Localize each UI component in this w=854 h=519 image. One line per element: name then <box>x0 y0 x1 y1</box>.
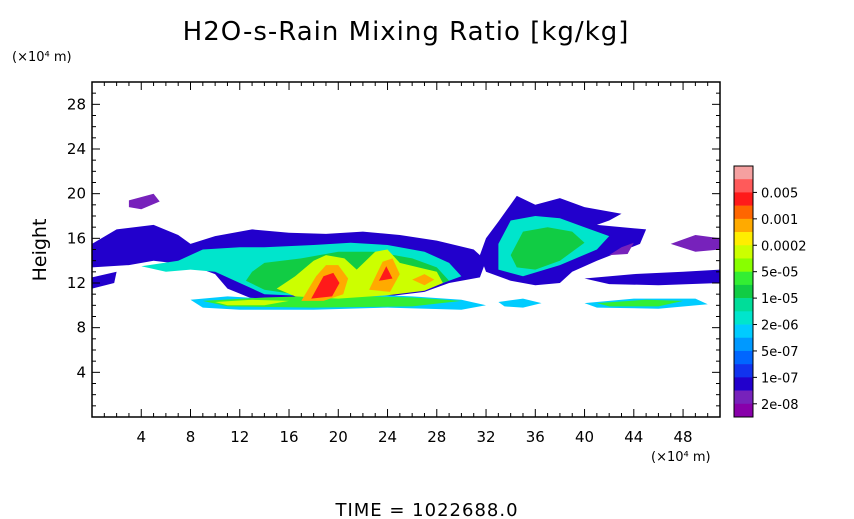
colorbar-swatch <box>734 192 753 206</box>
colorbar-swatch <box>734 166 753 180</box>
x-tick-label: 48 <box>674 428 693 446</box>
time-label: TIME = 1022688.0 <box>334 500 518 519</box>
y-axis-label: Height <box>29 219 51 282</box>
contour-region <box>92 271 117 289</box>
colorbar-label: 1e-07 <box>761 371 799 386</box>
x-tick-label: 16 <box>279 428 298 446</box>
colorbar-label: 0.005 <box>761 186 798 201</box>
colorbar-label: 1e-05 <box>761 292 799 307</box>
chart-title: H2O-s-Rain Mixing Ratio [kg/kg] <box>183 17 630 47</box>
colorbar-swatch <box>734 271 753 286</box>
x-tick-label: 36 <box>526 428 545 446</box>
y-tick-label: 4 <box>76 363 86 381</box>
x-tick-label: 32 <box>476 428 495 446</box>
colorbar-label: 0.001 <box>761 213 798 228</box>
x-axis: 4 8 12 16 20 24 28 32 36 40 44 48 <box>103 82 709 446</box>
colorbar-swatch <box>734 179 753 193</box>
contour-regions <box>92 193 720 310</box>
y-tick-label: 24 <box>67 140 86 158</box>
contour-region <box>215 299 289 306</box>
contour-region <box>596 299 684 307</box>
colorbar-swatch <box>734 232 753 246</box>
colorbar-swatch <box>734 390 753 405</box>
contour-region <box>378 266 393 281</box>
y-tick-label: 16 <box>67 229 86 247</box>
colorbar-swatch <box>734 311 753 325</box>
y-tick-label: 12 <box>67 274 86 292</box>
x-unit-label: (×10⁴ m) <box>651 450 711 465</box>
contour-region <box>584 269 720 286</box>
x-tick-label: 4 <box>136 428 146 446</box>
colorbar-label: 2e-08 <box>761 398 799 413</box>
colorbar-swatch <box>734 258 753 272</box>
colorbar-label: 2e-06 <box>761 319 799 334</box>
colorbar-swatch <box>734 337 753 352</box>
colorbar-swatch <box>734 350 753 365</box>
colorbar-swatch <box>734 284 753 299</box>
colorbar-swatch <box>734 364 753 378</box>
colorbar-legend: 0.005 0.001 0.0002 5e-05 1e-05 2e-06 5e-07 1e-0… <box>733 165 807 418</box>
colorbar-label: 0.0002 <box>761 239 807 254</box>
contour-region <box>498 298 542 308</box>
colorbar-swatch <box>734 205 753 220</box>
contour-region <box>311 272 340 299</box>
y-tick-label: 8 <box>76 319 86 337</box>
colorbar-label: 5e-05 <box>761 266 799 281</box>
x-tick-label: 12 <box>230 428 249 446</box>
x-tick-label: 24 <box>378 428 397 446</box>
contour-region <box>670 235 720 252</box>
colorbar-swatch <box>734 403 753 418</box>
x-tick-label: 8 <box>186 428 196 446</box>
y-axis: 4 8 12 16 20 24 28 <box>67 92 720 407</box>
x-tick-label: 28 <box>427 428 446 446</box>
colorbar-label: 5e-07 <box>761 345 799 360</box>
contour-region <box>609 242 634 256</box>
contour-region <box>412 274 435 286</box>
y-tick-label: 20 <box>67 185 86 203</box>
y-unit-label: (×10⁴ m) <box>12 50 72 65</box>
colorbar-swatch <box>734 324 753 339</box>
colorbar-frame <box>733 165 754 418</box>
x-tick-label: 44 <box>624 428 643 446</box>
colorbar-swatch <box>734 245 753 259</box>
y-tick-label: 28 <box>67 95 86 113</box>
colorbar-swatch <box>734 298 753 312</box>
contour-region <box>510 227 585 270</box>
colorbar-swatch <box>734 218 753 233</box>
x-tick-label: 40 <box>575 428 594 446</box>
x-tick-label: 20 <box>329 428 348 446</box>
contour-region <box>128 193 160 210</box>
colorbar-swatch <box>734 377 753 391</box>
